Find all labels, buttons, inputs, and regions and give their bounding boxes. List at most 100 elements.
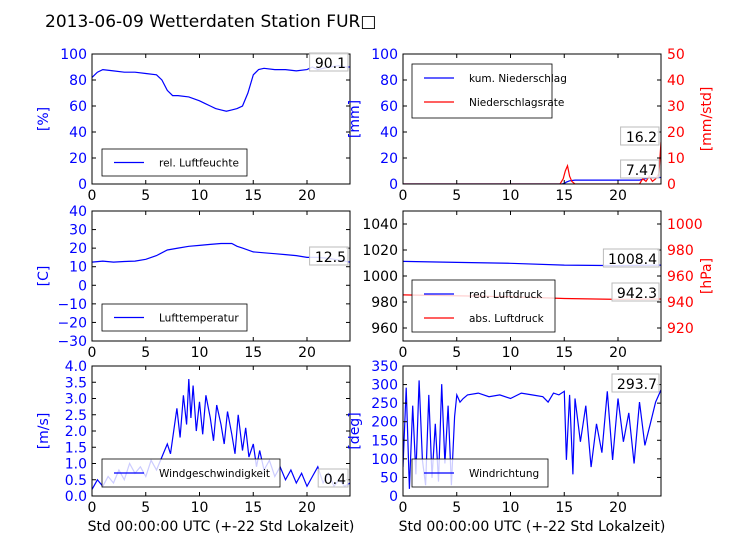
- value-label: 942.3: [617, 286, 657, 302]
- y-axis-label: [%]: [36, 107, 52, 131]
- y2-tick-label: 20: [667, 125, 685, 141]
- y-tick-label: −20: [57, 315, 87, 331]
- x-tick-label: 10: [191, 345, 209, 361]
- x-tick-label: 5: [141, 188, 150, 204]
- legend: rel. Luftfeuchte: [101, 148, 248, 177]
- chart-windspeed: 0 5 10 15 20 0.00.51.01.52.02.53.03.54.0 [m/s]…: [36, 359, 354, 535]
- y-tick-label: 1020: [362, 243, 398, 259]
- y-tick-label: 0.5: [65, 473, 87, 489]
- x-tick-label: 0: [88, 345, 97, 361]
- legend-label: red. Luftdruck: [469, 289, 543, 301]
- value-label: 0.4: [324, 472, 346, 488]
- y-tick-label: 2.5: [65, 408, 87, 424]
- chart-precip: 0 5 10 15 20 0 20 40 60 80 100 0 10 20 30 40 50 [mm] [mm/s…: [347, 47, 715, 204]
- y-tick-label: 960: [371, 321, 398, 337]
- series-line-humidity-0: [92, 65, 350, 112]
- y-tick-label: 20: [380, 151, 398, 167]
- series-line-winddir-0: [403, 380, 661, 489]
- y-tick-label: 980: [371, 295, 398, 311]
- legend-label: rel. Luftfeuchte: [159, 158, 239, 170]
- x-axis-label: Std 00:00:00 UTC (+-22 Std Lokalzeit): [399, 519, 666, 535]
- x-tick-label: 5: [452, 188, 461, 204]
- x-tick-label: 5: [141, 345, 150, 361]
- x-tick-label: 15: [244, 188, 262, 204]
- y-tick-label: 350: [371, 359, 398, 375]
- value-label-box: [317, 468, 349, 488]
- x-tick-label: 20: [298, 188, 316, 204]
- legend: red. Luftdruck abs. Luftdruck: [411, 279, 556, 333]
- y-tick-label: 150: [371, 433, 398, 449]
- value-label-box: [611, 373, 660, 393]
- y2-tick-label: 1000: [667, 217, 703, 233]
- y2-tick-label: 40: [667, 73, 685, 89]
- y-axis-label: [mm]: [347, 100, 363, 138]
- y-tick-label: 60: [69, 99, 87, 115]
- x-tick-label: 0: [399, 345, 408, 361]
- x-tick-label: 0: [399, 188, 408, 204]
- y-tick-label: 2.0: [65, 424, 87, 440]
- legend: Windgeschwindigkeit: [101, 458, 281, 488]
- x-tick-label: 10: [191, 500, 209, 516]
- y-axis-label: [m/s]: [36, 413, 52, 450]
- y-tick-label: 1.5: [65, 440, 87, 456]
- legend: kum. Niederschlag Niederschlagsrate: [411, 63, 567, 119]
- x-tick-label: 20: [609, 500, 627, 516]
- y-tick-label: 80: [69, 73, 87, 89]
- x-tick-label: 20: [298, 345, 316, 361]
- y-tick-label: 50: [380, 470, 398, 486]
- x-tick-label: 5: [452, 500, 461, 516]
- y-tick-label: 10: [69, 260, 87, 276]
- y-tick-label: 40: [380, 125, 398, 141]
- legend-box: [411, 279, 556, 333]
- legend-label: Windrichtung: [469, 468, 539, 480]
- legend-label: kum. Niederschlag: [469, 73, 567, 85]
- y2-tick-label: 30: [667, 99, 685, 115]
- x-tick-label: 5: [452, 345, 461, 361]
- y-tick-label: 20: [69, 241, 87, 257]
- value-label-box: [620, 126, 660, 146]
- x-tick-label: 0: [88, 188, 97, 204]
- y-tick-label: 0: [389, 489, 398, 505]
- y-tick-label: 3.0: [65, 392, 87, 408]
- y-tick-label: 20: [69, 151, 87, 167]
- y-tick-label: 0: [389, 177, 398, 193]
- y-tick-label: 300: [371, 378, 398, 394]
- y-tick-label: 3.5: [65, 375, 87, 391]
- y2-tick-label: 940: [667, 295, 694, 311]
- figure-title: 2013-06-09 Wetterdaten Station FUR□: [45, 12, 376, 32]
- series-line-temperature-0: [92, 242, 350, 263]
- value-label: 293.7: [617, 377, 657, 393]
- y-axis-label: [deg]: [347, 412, 363, 449]
- y2-tick-label: 0: [667, 177, 676, 193]
- y-tick-label: 80: [380, 73, 398, 89]
- y2-tick-label: 50: [667, 47, 685, 63]
- y-tick-label: 40: [69, 204, 87, 220]
- y-tick-label: 100: [371, 47, 398, 63]
- y-tick-label: 4.0: [65, 359, 87, 375]
- y2-tick-label: 980: [667, 243, 694, 259]
- y2-tick-label: 10: [667, 151, 685, 167]
- x-tick-label: 15: [244, 345, 262, 361]
- x-tick-label: 0: [88, 500, 97, 516]
- y-tick-label: 0: [78, 278, 87, 294]
- value-label: 7.47: [626, 163, 657, 179]
- legend-box: [411, 458, 549, 488]
- x-tick-label: 20: [609, 188, 627, 204]
- y-tick-label: 1000: [362, 269, 398, 285]
- legend: Lufttemperatur: [101, 303, 248, 332]
- chart-pressure: 0 5 10 15 20 960 980 1000 1020 1040 920 940 960 980 10…: [362, 210, 715, 361]
- x-tick-label: 10: [502, 500, 520, 516]
- x-tick-label: 20: [609, 345, 627, 361]
- y-tick-label: −10: [57, 297, 87, 313]
- y-tick-label: 60: [380, 99, 398, 115]
- y-tick-label: 1.0: [65, 457, 87, 473]
- series-line-precip-1: [403, 141, 661, 184]
- y-axis-label: [C]: [36, 266, 52, 287]
- x-tick-label: 0: [399, 500, 408, 516]
- x-tick-label: 15: [555, 345, 573, 361]
- chart-temperature: 0 5 10 15 20 −30 −20 −10 0 10 20 30 40 [C] 12.5 Lufttem…: [36, 204, 351, 361]
- y2-tick-label: 960: [667, 269, 694, 285]
- value-label-box: [309, 52, 349, 72]
